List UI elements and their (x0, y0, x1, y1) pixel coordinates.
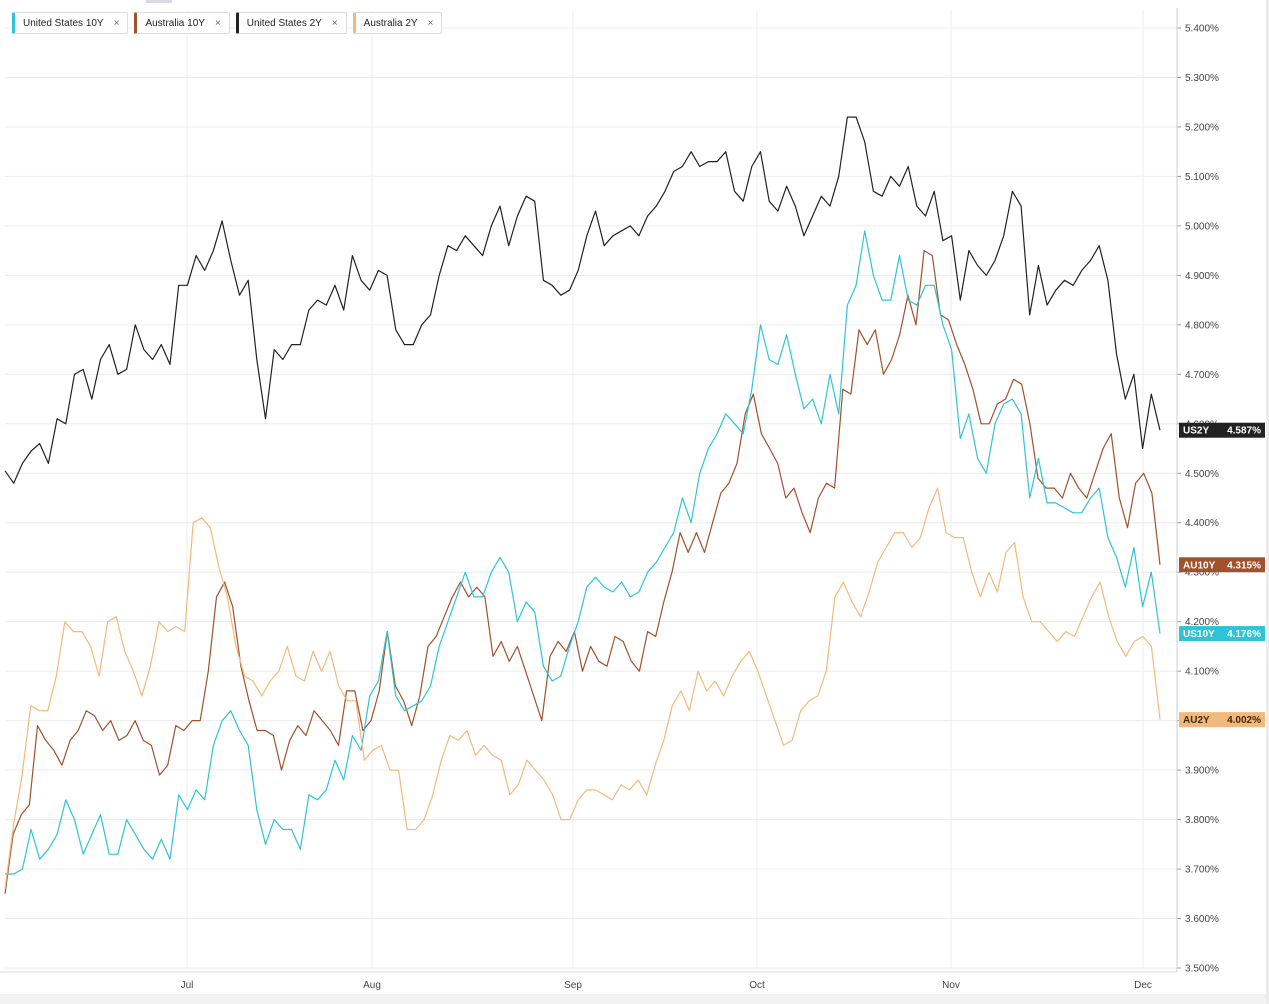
y-tick-label: 4.200% (1185, 617, 1219, 628)
y-tick-label: 5.300% (1185, 73, 1219, 84)
end-tag-value: 4.315% (1227, 560, 1261, 571)
end-tag-bg (1179, 712, 1265, 728)
y-tick-label: 4.800% (1185, 320, 1219, 331)
y-tick-label: 3.500% (1185, 964, 1219, 975)
x-tick-label: Nov (942, 980, 960, 991)
end-tag-value: 4.176% (1227, 629, 1261, 640)
end-tag-name: US2Y (1183, 426, 1209, 437)
end-tag-name: AU2Y (1183, 715, 1210, 726)
legend-label-us10y: United States 10Y (23, 17, 104, 29)
y-tick-label: 3.600% (1185, 914, 1219, 925)
series-line-us10y (5, 230, 1161, 875)
legend: United States 10Y × Australia 10Y × Unit… (12, 12, 443, 34)
y-tick-label: 4.300% (1185, 568, 1219, 579)
scroll-strip[interactable] (0, 994, 1269, 1004)
end-tag-name: AU10Y (1183, 560, 1216, 571)
end-tag-name: US10Y (1183, 629, 1215, 640)
close-icon[interactable]: × (331, 17, 338, 29)
x-tick-label: Sep (564, 980, 582, 991)
end-tag-us10y: US10Y 4.176% (1179, 626, 1265, 642)
series-line-au2y (4, 487, 1161, 889)
legend-chip-us2y[interactable]: United States 2Y × (235, 12, 347, 34)
end-tag-bg (1179, 422, 1265, 438)
end-tag-bg (1179, 626, 1265, 642)
x-tick-label: Oct (749, 980, 765, 991)
legend-chip-au2y[interactable]: Australia 2Y × (352, 12, 443, 34)
x-tick-label: Jul (181, 980, 194, 991)
y-tick-label: 3.800% (1185, 815, 1219, 826)
x-tick-label: Dec (1134, 980, 1152, 991)
y-tick-label: 4.500% (1185, 469, 1219, 480)
y-tick-label: 4.100% (1185, 667, 1219, 678)
series-line-us2y (4, 116, 1161, 484)
y-tick-label: 4.400% (1185, 518, 1219, 529)
end-tag-value: 4.002% (1227, 715, 1261, 726)
close-icon[interactable]: × (427, 17, 434, 29)
y-tick-label: 3.700% (1185, 865, 1219, 876)
y-tick-label: 3.900% (1185, 766, 1219, 777)
end-tag-au2y: AU2Y 4.002% (1179, 712, 1265, 728)
end-tag-bg (1179, 557, 1265, 573)
y-tick-label: 4.900% (1185, 271, 1219, 282)
end-tag-us2y: US2Y 4.587% (1179, 422, 1265, 438)
y-tick-label: 5.100% (1185, 172, 1219, 183)
legend-chip-au10y[interactable]: Australia 10Y × (134, 12, 230, 34)
y-tick-label: 4.700% (1185, 370, 1219, 381)
y-tick-label: 5.400% (1185, 24, 1219, 35)
y-tick-label: 5.000% (1185, 221, 1219, 232)
close-icon[interactable]: × (113, 17, 120, 29)
end-tag-value: 4.587% (1227, 426, 1261, 437)
y-tick-label: 5.200% (1185, 122, 1219, 133)
toolbar-tab-indicator (146, 0, 172, 3)
legend-chip-us10y[interactable]: United States 10Y × (12, 12, 129, 34)
legend-label-au2y: Australia 2Y (363, 17, 418, 29)
close-icon[interactable]: × (214, 17, 221, 29)
series-line-au10y (4, 250, 1161, 894)
right-edge (1266, 0, 1269, 1004)
end-tag-au10y: AU10Y 4.315% (1179, 557, 1265, 573)
x-tick-label: Aug (363, 980, 381, 991)
legend-label-au10y: Australia 10Y (145, 17, 205, 29)
legend-label-us2y: United States 2Y (246, 17, 322, 29)
